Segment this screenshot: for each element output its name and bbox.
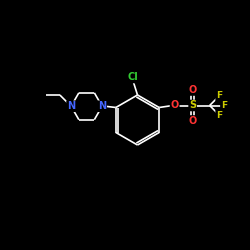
Text: F: F (216, 92, 222, 100)
Text: N: N (98, 101, 106, 111)
Text: N: N (67, 101, 75, 111)
Text: F: F (216, 110, 222, 120)
Text: O: O (188, 85, 197, 95)
Text: Cl: Cl (128, 72, 138, 83)
Text: O: O (188, 116, 197, 126)
Text: S: S (189, 100, 196, 110)
Text: O: O (170, 100, 179, 110)
Text: F: F (221, 101, 227, 110)
